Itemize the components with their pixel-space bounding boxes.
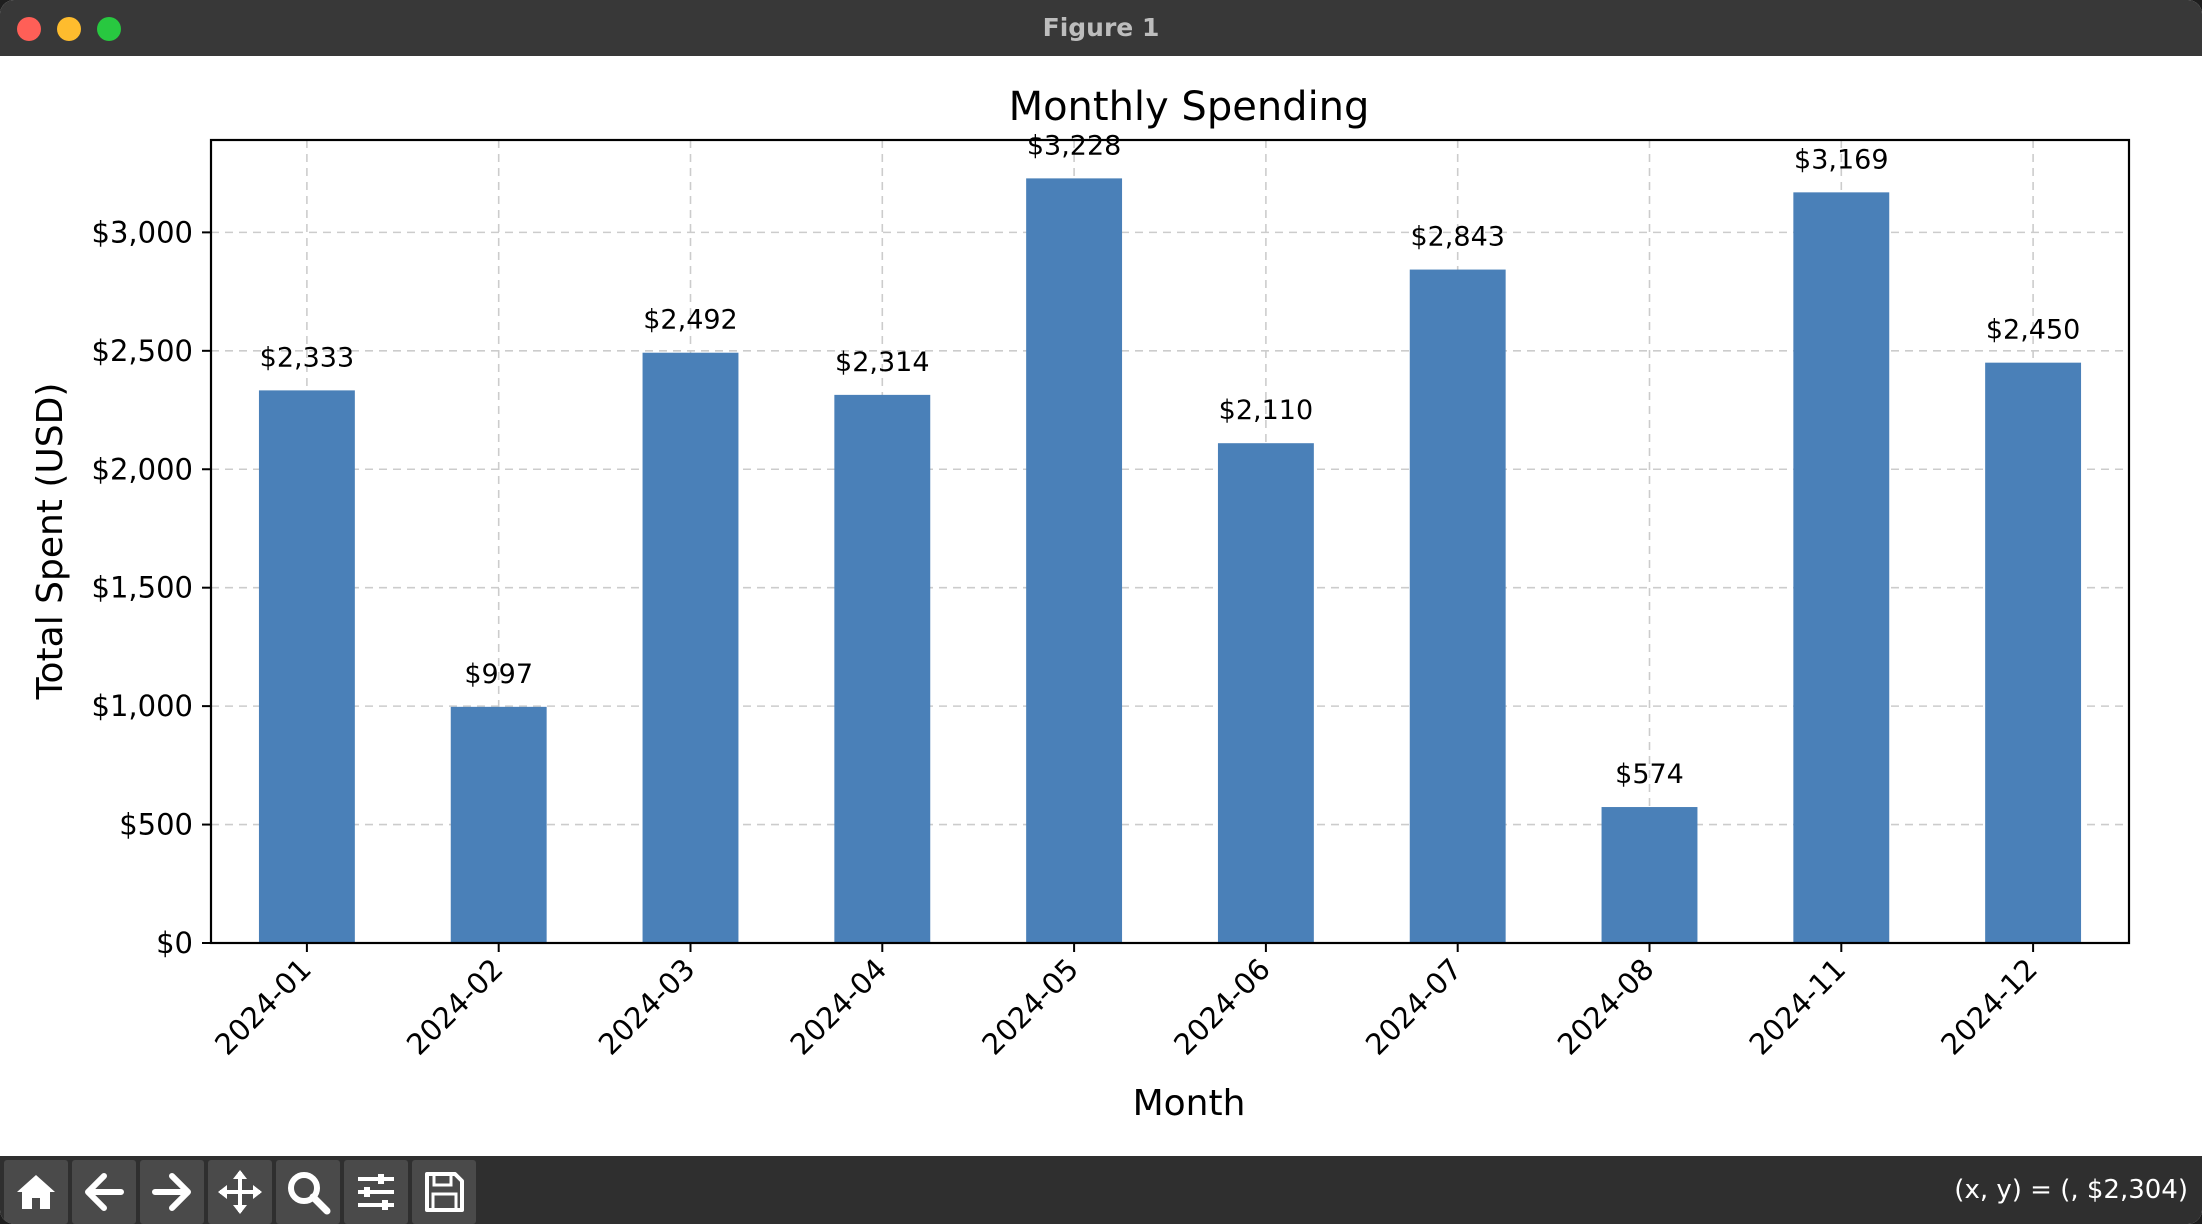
bar-value-label: $997 [464, 659, 533, 690]
close-window-button[interactable] [17, 17, 41, 41]
figure-canvas[interactable]: $2,333 $997 $2,492 $2,314 $3,228 $2,110 $2,843… [0, 56, 2202, 1156]
window-title: Figure 1 [1042, 13, 1160, 42]
y-tick-label: $500 [119, 808, 193, 842]
x-tick-label: 2024-06 [1167, 952, 1277, 1062]
bar-2024-12 [1985, 362, 2082, 943]
maximize-window-button[interactable] [97, 17, 121, 41]
y-tick-label: $1,000 [92, 689, 193, 723]
bar-2024-01 [258, 390, 355, 943]
back-button[interactable] [72, 1160, 136, 1224]
x-tick-label: 2024-07 [1359, 952, 1469, 1062]
y-tick-label: $2,000 [92, 452, 193, 486]
forward-button[interactable] [140, 1160, 204, 1224]
bar-value-label: $574 [1615, 759, 1684, 790]
configure-subplots-button[interactable] [344, 1160, 408, 1224]
zoom-magnifier-icon [288, 1172, 331, 1215]
back-arrow-icon [85, 1173, 124, 1211]
navigation-toolbar: (x, y) = (, $2,304) [0, 1156, 2202, 1224]
x-tick-label: 2024-05 [975, 952, 1085, 1062]
zoom-button[interactable] [276, 1160, 340, 1224]
x-tick-label: 2024-01 [208, 952, 318, 1062]
x-tick-label: 2024-11 [1743, 952, 1853, 1062]
bar-value-label: $3,228 [1027, 130, 1121, 161]
bar-chart: $2,333 $997 $2,492 $2,314 $3,228 $2,110 $2,843… [30, 84, 2131, 1124]
configure-subplots-icon [358, 1174, 394, 1210]
x-axis-label: Month [1133, 1083, 1246, 1124]
forward-arrow-icon [152, 1173, 191, 1211]
home-icon [17, 1175, 55, 1209]
bar-value-label: $2,492 [643, 305, 737, 336]
y-axis-label: Total Spent (USD) [30, 383, 71, 701]
axes-frame [209, 138, 2131, 945]
pan-button[interactable] [208, 1160, 272, 1224]
bar-value-label: $2,843 [1410, 222, 1504, 253]
bar-value-label: $2,333 [260, 342, 354, 373]
chart-title: Monthly Spending [1009, 84, 1370, 130]
y-tick-label: $0 [156, 926, 193, 960]
bar-2024-06 [1217, 443, 1314, 943]
y-tick-label: $1,500 [92, 571, 193, 605]
title-bar: Figure 1 [0, 0, 2202, 57]
bar-2024-07 [1409, 269, 1506, 944]
x-tick-label: 2024-02 [400, 952, 510, 1062]
y-tick-label: $2,500 [92, 334, 193, 368]
bar-2024-04 [834, 394, 931, 944]
bar-2024-03 [642, 352, 739, 943]
bar-value-label: $2,450 [1986, 315, 2080, 346]
bar-value-label: $2,110 [1219, 395, 1313, 426]
x-tick-label: 2024-04 [784, 952, 894, 1062]
bar-2024-02 [450, 706, 547, 943]
home-button[interactable] [4, 1160, 68, 1224]
x-tick-label: 2024-03 [592, 952, 702, 1062]
cursor-coordinates: (x, y) = (, $2,304) [1954, 1175, 2188, 1205]
x-tick-label: 2024-08 [1551, 952, 1661, 1062]
save-button[interactable] [412, 1160, 476, 1224]
bar-value-label: $3,169 [1794, 144, 1888, 175]
bar-value-label: $2,314 [835, 347, 929, 378]
pan-move-icon [218, 1170, 262, 1214]
x-tick-label: 2024-12 [1934, 952, 2044, 1062]
bar-2024-11 [1793, 192, 1890, 943]
y-tick-label: $3,000 [92, 215, 193, 249]
bar-2024-08 [1601, 807, 1698, 943]
bar-2024-05 [1026, 178, 1123, 944]
save-floppy-icon [425, 1172, 464, 1212]
minimize-window-button[interactable] [57, 17, 81, 41]
